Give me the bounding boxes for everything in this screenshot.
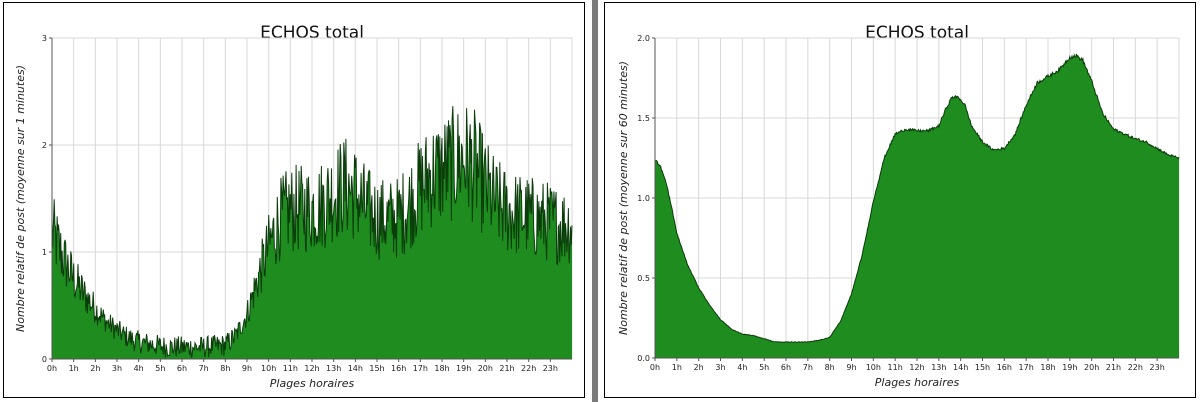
y-tick-label: 1.0 [637, 194, 650, 203]
x-tick-label: 4h [737, 363, 747, 372]
x-tick-label: 3h [112, 364, 122, 373]
x-axis-label: Plages horaires [270, 377, 355, 390]
panel-separator [592, 0, 598, 402]
x-tick-label: 13h [931, 363, 946, 372]
chart-panel-right: ECHOS total 0.0 0.5 1.0 1.5 2.0 0h 1h 2h 3h 4h 5h 6h… [604, 2, 1196, 398]
x-tick-label: 19h [1062, 363, 1077, 372]
x-tick-label: 13h [326, 364, 341, 373]
x-tick-label: 11h [888, 363, 903, 372]
x-tick-label: 6h [177, 364, 187, 373]
x-tick-label: 19h [456, 364, 471, 373]
x-tick-label: 3h [715, 363, 725, 372]
x-tick-label: 7h [803, 363, 813, 372]
series-area [655, 54, 1179, 358]
x-tick-label: 20h [478, 364, 493, 373]
x-tick-label: 14h [348, 364, 363, 373]
series-line [654, 53, 1180, 343]
x-tick-label: 17h [1019, 363, 1034, 372]
x-tick-label: 17h [413, 364, 428, 373]
x-tick-label: 1h [69, 364, 79, 373]
x-tick-label: 10h [261, 364, 276, 373]
x-tick-label: 18h [434, 364, 449, 373]
y-axis-label: Nombre relatif de post (moyenne sur 1 mi… [14, 65, 27, 332]
x-tick-label: 22h [521, 364, 536, 373]
x-tick-label: 7h [199, 364, 209, 373]
x-tick-label: 8h [220, 364, 230, 373]
x-tick-label: 14h [953, 363, 968, 372]
x-axis-label: Plages horaires [875, 376, 960, 389]
x-tick-label: 12h [909, 363, 924, 372]
y-axis-label: Nombre relatif de post (moyenne sur 60 m… [617, 61, 630, 335]
x-tick-label: 16h [997, 363, 1012, 372]
x-tick-label: 6h [781, 363, 791, 372]
x-tick-label: 5h [759, 363, 769, 372]
chart-panel-left: ECHOS total 0 1 2 3 0h 1h 2h 3h 4h 5h 6h 7h 8h 9h 10h 11… [3, 2, 585, 398]
series-line [51, 106, 573, 358]
x-tick-label: 23h [1150, 363, 1165, 372]
x-tick-label: 0h [47, 364, 57, 373]
x-tick-label: 21h [1106, 363, 1121, 372]
x-tick-label: 16h [391, 364, 406, 373]
x-tick-label: 5h [155, 364, 165, 373]
x-tick-label: 15h [975, 363, 990, 372]
x-tick-label: 9h [846, 363, 856, 372]
x-tick-label: 21h [499, 364, 514, 373]
x-tick-label: 2h [694, 363, 704, 372]
x-tick-label: 22h [1128, 363, 1143, 372]
x-tick-label: 4h [134, 364, 144, 373]
y-tick-label: 3 [42, 34, 47, 43]
x-tick-label: 11h [283, 364, 298, 373]
y-tick-label: 1.5 [637, 114, 650, 123]
y-tick-label: 0.5 [637, 274, 650, 283]
x-tick-label: 18h [1040, 363, 1055, 372]
x-tick-label: 1h [672, 363, 682, 372]
x-tick-label: 0h [650, 363, 660, 372]
x-tick-label: 8h [825, 363, 835, 372]
y-tick-label: 2 [42, 141, 47, 150]
x-tick-label: 2h [90, 364, 100, 373]
y-tick-label: 1 [42, 248, 47, 257]
y-tick-label: 0.0 [637, 354, 650, 363]
x-tick-label: 15h [369, 364, 384, 373]
x-tick-label: 23h [543, 364, 558, 373]
x-tick-label: 20h [1084, 363, 1099, 372]
x-tick-label: 10h [866, 363, 881, 372]
y-tick-label: 2.0 [637, 34, 650, 43]
y-tick-label: 0 [42, 355, 47, 364]
x-tick-label: 12h [304, 364, 319, 373]
x-tick-label: 9h [242, 364, 252, 373]
